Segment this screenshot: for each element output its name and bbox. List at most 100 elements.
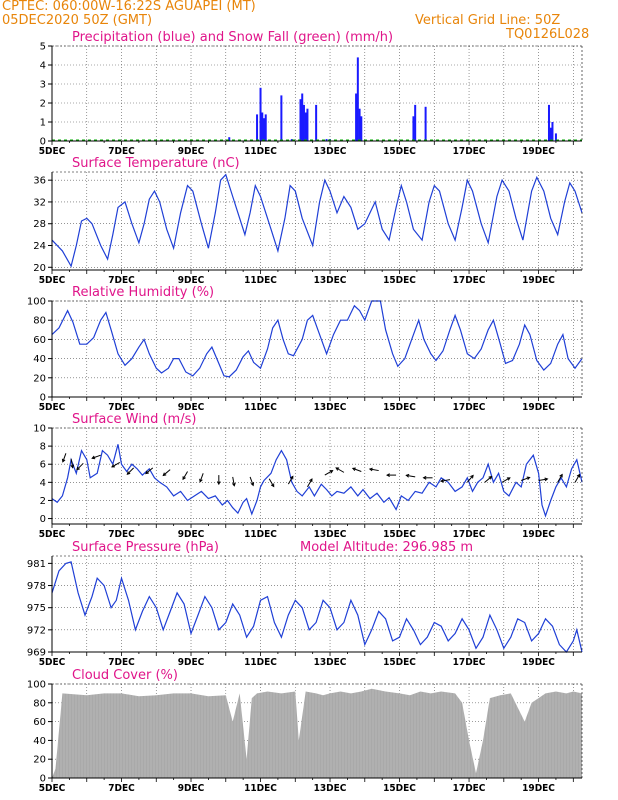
series-line bbox=[51, 173, 583, 268]
y-tick-label: 100 bbox=[27, 297, 46, 308]
precip-bar bbox=[280, 95, 283, 141]
wind-arrow-head bbox=[182, 476, 186, 481]
x-tick-label: 13DEC bbox=[314, 529, 347, 540]
wind-arrow-head bbox=[405, 473, 410, 478]
y-tick-label: 20 bbox=[33, 755, 46, 766]
wind-arrow bbox=[126, 467, 135, 475]
y-tick-label: 40 bbox=[33, 354, 46, 365]
precip-bar bbox=[549, 127, 552, 141]
precip-bar bbox=[264, 114, 267, 141]
x-tick-label: 7DEC bbox=[108, 657, 135, 668]
y-tick-label: 0 bbox=[40, 514, 46, 525]
wind-arrow-head bbox=[506, 477, 511, 481]
panel-title: Surface Pressure (hPa) bbox=[72, 540, 219, 555]
precip-bar bbox=[325, 139, 328, 141]
x-tick-label: 13DEC bbox=[314, 657, 347, 668]
precip-bar bbox=[414, 104, 417, 141]
x-tick-label: 7DEC bbox=[108, 275, 135, 286]
precip-bar bbox=[358, 108, 361, 141]
wind-arrow-head bbox=[309, 478, 313, 483]
x-tick-label: 19DEC bbox=[522, 275, 555, 286]
panel-title: Cloud Cover (%) bbox=[72, 668, 178, 683]
x-tick-label: 15DEC bbox=[383, 402, 416, 413]
y-tick-label: 20 bbox=[33, 373, 46, 384]
y-tick-label: 3 bbox=[40, 80, 46, 91]
wind-arrow-head bbox=[544, 477, 549, 482]
y-tick-label: 6 bbox=[40, 460, 46, 471]
wind-arrow bbox=[76, 462, 84, 471]
x-tick-label: 15DEC bbox=[383, 146, 416, 157]
wind-arrow-head bbox=[351, 467, 356, 471]
y-tick-label: 20 bbox=[33, 263, 46, 274]
y-tick-label: 978 bbox=[27, 581, 46, 592]
wind-arrow-head bbox=[70, 464, 75, 469]
precip-bar bbox=[355, 93, 358, 141]
panel-5: 969 972 975 978 981 5DEC 7DEC 9DEC 11DEC 13DEC 15D… bbox=[27, 540, 583, 668]
panel-3: 0 20 40 60 80 100 5DEC 7DEC 9DEC 11DEC 13DEC 15DEC 1… bbox=[27, 285, 583, 413]
panel-1: 0 1 2 3 4 5 5DEC 7DEC 9DEC 11DEC 13DEC 15DEC 17DEC 19… bbox=[39, 30, 583, 157]
x-tick-label: 7DEC bbox=[108, 529, 135, 540]
wind-arrow bbox=[521, 476, 530, 481]
precip-bar bbox=[554, 133, 557, 141]
y-tick-label: 981 bbox=[27, 559, 46, 570]
x-tick-label: 19DEC bbox=[522, 657, 555, 668]
precip-bar bbox=[424, 106, 427, 141]
wind-arrow bbox=[466, 475, 474, 483]
panel-title: Relative Humidity (%) bbox=[72, 285, 214, 300]
y-tick-label: 8 bbox=[40, 442, 46, 453]
wind-arrow-head bbox=[111, 464, 115, 468]
x-tick-label: 17DEC bbox=[453, 783, 486, 794]
precip-bar bbox=[304, 112, 307, 141]
precip-bar bbox=[299, 99, 302, 141]
precip-bar bbox=[315, 104, 318, 141]
x-tick-label: 7DEC bbox=[108, 783, 135, 794]
wind-arrow bbox=[92, 454, 101, 459]
wind-arrow bbox=[369, 468, 379, 472]
wind-arrow bbox=[232, 476, 235, 486]
precip-bar bbox=[302, 104, 305, 141]
wind-arrow bbox=[440, 479, 451, 482]
x-tick-label: 15DEC bbox=[383, 529, 416, 540]
wind-arrow-head bbox=[329, 470, 334, 474]
y-tick-label: 60 bbox=[33, 717, 46, 728]
precip-bar bbox=[263, 118, 265, 141]
precip-bar bbox=[290, 139, 293, 141]
x-tick-label: 19DEC bbox=[522, 529, 555, 540]
wind-arrow-head bbox=[232, 482, 236, 487]
wind-arrow-head bbox=[126, 471, 131, 475]
y-tick-label: 36 bbox=[33, 176, 46, 187]
panel-6: 0 20 40 60 80 100 5DEC 7DEC 9DEC 11DEC 13DEC 15DEC 1… bbox=[27, 668, 583, 794]
y-tick-label: 4 bbox=[40, 61, 46, 72]
precip-bar bbox=[256, 114, 259, 141]
x-tick-label: 7DEC bbox=[108, 146, 135, 157]
y-tick-label: 24 bbox=[33, 241, 46, 252]
precip-bar bbox=[228, 137, 231, 141]
wind-arrow-head bbox=[216, 481, 221, 486]
x-tick-label: 11DEC bbox=[244, 657, 277, 668]
y-tick-label: 0 bbox=[40, 774, 46, 785]
precip-bar bbox=[547, 104, 550, 141]
panel-title: Surface Wind (m/s) bbox=[72, 412, 196, 427]
panel-annotation: Model Altitude: 296.985 m bbox=[300, 540, 473, 555]
wind-arrow bbox=[574, 474, 580, 483]
y-tick-label: 32 bbox=[33, 197, 46, 208]
wind-arrow bbox=[484, 476, 492, 483]
panel-title: Surface Temperature (nC) bbox=[72, 156, 240, 171]
y-tick-label: 972 bbox=[27, 625, 46, 636]
y-tick-label: 5 bbox=[40, 42, 46, 53]
wind-arrow bbox=[557, 474, 563, 483]
x-tick-label: 9DEC bbox=[178, 402, 205, 413]
wind-arrow bbox=[406, 474, 416, 478]
x-tick-label: 13DEC bbox=[314, 275, 347, 286]
grid-line-note: Vertical Grid Line: 50Z bbox=[415, 13, 561, 28]
wind-arrow bbox=[199, 473, 204, 482]
wind-arrow-head bbox=[145, 470, 149, 475]
x-tick-label: 11DEC bbox=[244, 529, 277, 540]
wind-arrow-head bbox=[290, 475, 294, 480]
wind-arrow bbox=[501, 477, 511, 483]
y-tick-label: 2 bbox=[40, 99, 46, 110]
y-tick-label: 969 bbox=[27, 648, 46, 659]
y-tick-label: 10 bbox=[33, 424, 46, 435]
x-tick-label: 15DEC bbox=[383, 783, 416, 794]
